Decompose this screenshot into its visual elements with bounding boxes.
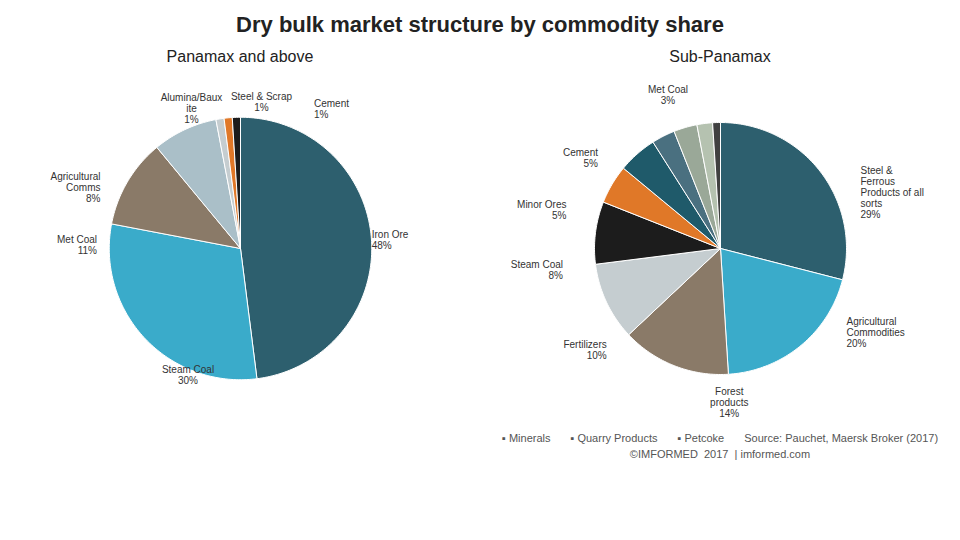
svg-text:AgriculturalComms8%: AgriculturalComms8% <box>50 171 100 204</box>
svg-text:Iron Ore48%: Iron Ore48% <box>372 229 409 251</box>
svg-text:Forestproducts14%: Forestproducts14% <box>710 386 748 419</box>
svg-text:Cement5%: Cement5% <box>563 147 598 169</box>
svg-text:Met Coal11%: Met Coal11% <box>57 234 97 256</box>
svg-text:Alumina/Bauxite1%: Alumina/Bauxite1% <box>161 92 223 125</box>
svg-text:AgriculturalCommodities20%: AgriculturalCommodities20% <box>847 316 905 349</box>
svg-text:Cement1%: Cement1% <box>314 98 349 120</box>
html-text:©IMFORMED 2017 | imformed.com: ©IMFORMED 2017 | imformed.com <box>629 448 811 460</box>
html-text:Source: Pauchet, Maersk Broker: Source: Pauchet, Maersk Broker (2017) <box>744 432 938 444</box>
svg-text:Fertilizers10%: Fertilizers10% <box>563 339 606 361</box>
svg-text:Minor Ores5%: Minor Ores5% <box>517 199 567 221</box>
html-text:Sub-Panamax: Sub-Panamax <box>669 48 771 65</box>
svg-text:Steam Coal8%: Steam Coal8% <box>511 259 563 281</box>
html-text:▪ Petcoke: ▪ Petcoke <box>677 432 725 444</box>
svg-text:Steel &FerrousProducts of alls: Steel &FerrousProducts of allsorts29% <box>861 165 924 220</box>
html-text:▪ Minerals: ▪ Minerals <box>502 432 551 444</box>
html-text:▪ Quarry Products: ▪ Quarry Products <box>570 432 658 444</box>
html-text:Dry bulk market structure by c: Dry bulk market structure by commodity s… <box>236 12 724 37</box>
svg-text:Steam Coal30%: Steam Coal30% <box>162 364 214 386</box>
html-text:Panamax and above: Panamax and above <box>166 48 314 65</box>
svg-text:Steel & Scrap1%: Steel & Scrap1% <box>231 91 293 113</box>
svg-text:Met Coal3%: Met Coal3% <box>648 84 688 106</box>
